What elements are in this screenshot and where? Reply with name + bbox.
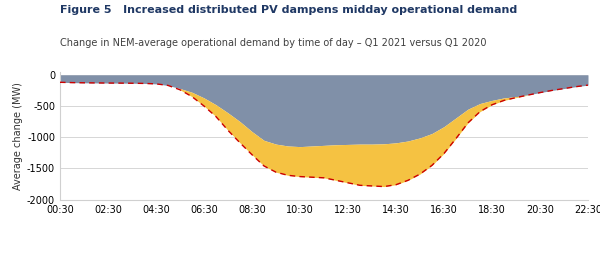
Text: Change in NEM-average operational demand by time of day – Q1 2021 versus Q1 2020: Change in NEM-average operational demand… — [60, 38, 487, 48]
Text: Figure 5   Increased distributed PV dampens midday operational demand: Figure 5 Increased distributed PV dampen… — [60, 5, 517, 15]
Y-axis label: Average change (MW): Average change (MW) — [13, 82, 23, 190]
